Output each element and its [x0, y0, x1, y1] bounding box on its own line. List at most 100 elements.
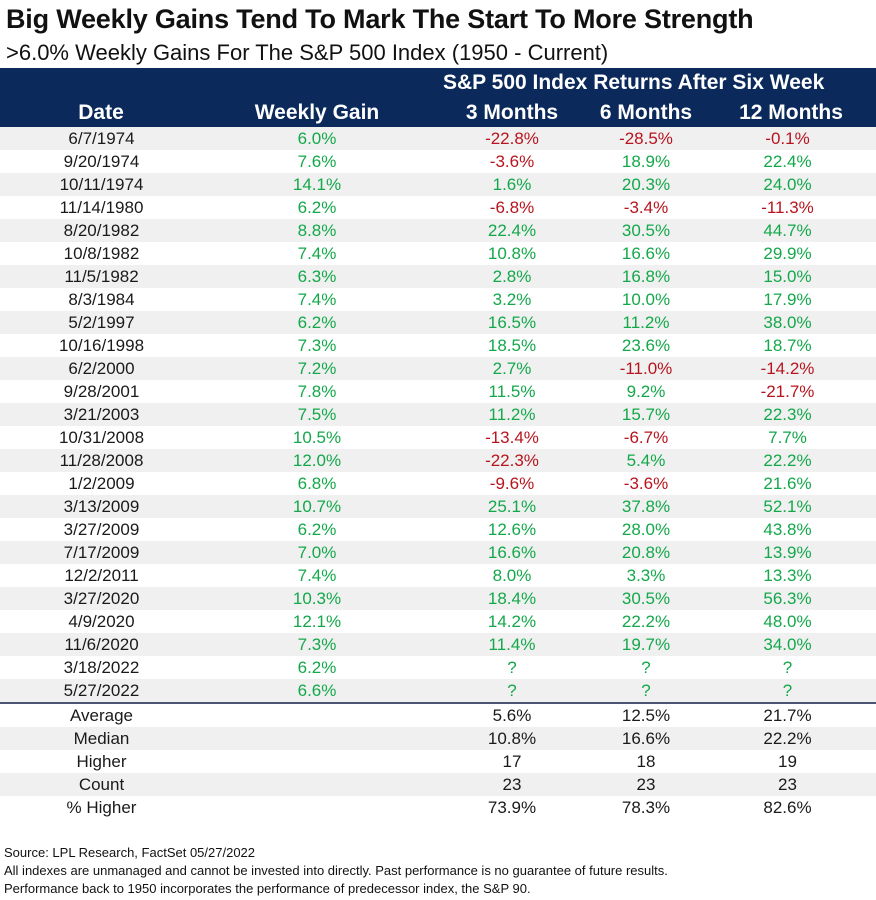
cell-3-months: 16.6% [431, 541, 593, 564]
cell-date: 3/18/2022 [0, 656, 203, 679]
footer-source: Source: LPL Research, FactSet 05/27/2022 [4, 845, 256, 860]
cell-6-months: 20.8% [593, 541, 699, 564]
cell-3-months: ? [431, 656, 593, 679]
cell-12-months: 18.7% [699, 334, 876, 357]
cell-3-months: 23 [431, 773, 593, 796]
cell-weekly-gain: 14.1% [203, 173, 431, 196]
cell-12-months: 56.3% [699, 587, 876, 610]
cell-3-months: 22.4% [431, 219, 593, 242]
cell-weekly-gain: 8.8% [203, 219, 431, 242]
cell-3-months: -3.6% [431, 150, 593, 173]
cell-weekly-gain: 10.5% [203, 426, 431, 449]
cell-12-months: ? [699, 679, 876, 702]
cell-3-months: -9.6% [431, 472, 593, 495]
table-row: 3/27/2009 6.2% 12.6% 28.0% 43.8% [0, 518, 876, 541]
cell-12-months: -21.7% [699, 380, 876, 403]
table-row: 12/2/2011 7.4% 8.0% 3.3% 13.3% [0, 564, 876, 587]
cell-date: 9/28/2001 [0, 380, 203, 403]
table-row: 11/28/2008 12.0% -22.3% 5.4% 22.2% [0, 449, 876, 472]
cell-12-months: 13.9% [699, 541, 876, 564]
cell-date: 10/11/1974 [0, 173, 203, 196]
table-row: 10/8/1982 7.4% 10.8% 16.6% 29.9% [0, 242, 876, 265]
cell-weekly-gain: 7.5% [203, 403, 431, 426]
summary-label: Count [0, 773, 203, 796]
cell-6-months: 10.0% [593, 288, 699, 311]
cell-3-months: -22.8% [431, 127, 593, 150]
cell-6-months: 18 [593, 750, 699, 773]
cell-12-months: 34.0% [699, 633, 876, 656]
table-row: 9/20/1974 7.6% -3.6% 18.9% 22.4% [0, 150, 876, 173]
cell-date: 5/2/1997 [0, 311, 203, 334]
table-row: 10/11/1974 14.1% 1.6% 20.3% 24.0% [0, 173, 876, 196]
cell-12-months: 48.0% [699, 610, 876, 633]
cell-weekly-gain [203, 750, 431, 773]
cell-12-months: 13.3% [699, 564, 876, 587]
cell-3-months: 10.8% [431, 242, 593, 265]
cell-date: 5/27/2022 [0, 679, 203, 702]
cell-weekly-gain: 12.0% [203, 449, 431, 472]
cell-3-months: 3.2% [431, 288, 593, 311]
cell-6-months: 78.3% [593, 796, 699, 819]
cell-6-months: 20.3% [593, 173, 699, 196]
cell-6-months: 30.5% [593, 219, 699, 242]
cell-6-months: -3.6% [593, 472, 699, 495]
cell-12-months: ? [699, 656, 876, 679]
cell-6-months: 30.5% [593, 587, 699, 610]
cell-3-months: 10.8% [431, 727, 593, 750]
table-row: 11/14/1980 6.2% -6.8% -3.4% -11.3% [0, 196, 876, 219]
cell-weekly-gain: 7.3% [203, 334, 431, 357]
cell-12-months: 22.4% [699, 150, 876, 173]
cell-weekly-gain: 7.4% [203, 242, 431, 265]
table-row: 6/7/1974 6.0% -22.8% -28.5% -0.1% [0, 127, 876, 150]
cell-12-months: 21.7% [699, 704, 876, 727]
table-header: S&P 500 Index Returns After Six Week Dat… [0, 68, 876, 127]
table-row: 9/28/2001 7.8% 11.5% 9.2% -21.7% [0, 380, 876, 403]
cell-6-months: ? [593, 656, 699, 679]
cell-6-months: 23.6% [593, 334, 699, 357]
cell-12-months: 22.3% [699, 403, 876, 426]
cell-date: 10/31/2008 [0, 426, 203, 449]
cell-date: 11/14/1980 [0, 196, 203, 219]
cell-date: 6/2/2000 [0, 357, 203, 380]
cell-weekly-gain: 6.3% [203, 265, 431, 288]
table-row: 8/20/1982 8.8% 22.4% 30.5% 44.7% [0, 219, 876, 242]
cell-date: 6/7/1974 [0, 127, 203, 150]
cell-6-months: -11.0% [593, 357, 699, 380]
cell-3-months: 18.5% [431, 334, 593, 357]
cell-3-months: 12.6% [431, 518, 593, 541]
cell-weekly-gain [203, 727, 431, 750]
cell-weekly-gain: 7.4% [203, 288, 431, 311]
cell-12-months: -11.3% [699, 196, 876, 219]
header-group-label: S&P 500 Index Returns After Six Week [443, 71, 825, 94]
cell-6-months: 15.7% [593, 403, 699, 426]
summary-row: % Higher 73.9% 78.3% 82.6% [0, 796, 876, 819]
cell-3-months: 11.2% [431, 403, 593, 426]
summary-row: Median 10.8% 16.6% 22.2% [0, 727, 876, 750]
summary-divider [0, 702, 876, 704]
footer-disclaimer: All indexes are unmanaged and cannot be … [4, 863, 668, 878]
cell-6-months: 11.2% [593, 311, 699, 334]
header-12-months: 12 Months [739, 101, 843, 124]
cell-weekly-gain: 7.6% [203, 150, 431, 173]
cell-12-months: 29.9% [699, 242, 876, 265]
cell-6-months: -3.4% [593, 196, 699, 219]
cell-weekly-gain: 6.6% [203, 679, 431, 702]
cell-date: 11/6/2020 [0, 633, 203, 656]
summary-label: Median [0, 727, 203, 750]
cell-6-months: 3.3% [593, 564, 699, 587]
cell-6-months: 19.7% [593, 633, 699, 656]
cell-3-months: 73.9% [431, 796, 593, 819]
cell-3-months: 17 [431, 750, 593, 773]
cell-3-months: 2.7% [431, 357, 593, 380]
cell-3-months: 1.6% [431, 173, 593, 196]
cell-6-months: 28.0% [593, 518, 699, 541]
cell-12-months: 22.2% [699, 727, 876, 750]
table-row: 5/2/1997 6.2% 16.5% 11.2% 38.0% [0, 311, 876, 334]
cell-6-months: 5.4% [593, 449, 699, 472]
cell-date: 12/2/2011 [0, 564, 203, 587]
cell-12-months: 38.0% [699, 311, 876, 334]
cell-date: 9/20/1974 [0, 150, 203, 173]
cell-date: 3/21/2003 [0, 403, 203, 426]
cell-12-months: 24.0% [699, 173, 876, 196]
cell-12-months: 21.6% [699, 472, 876, 495]
